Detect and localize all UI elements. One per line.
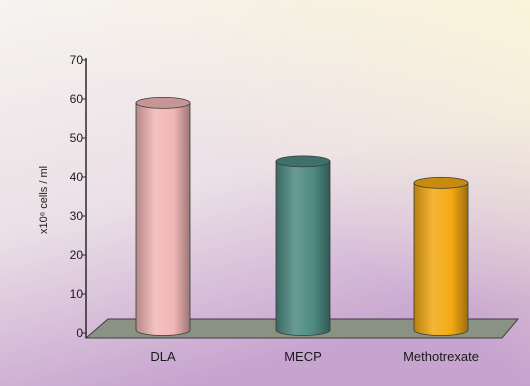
bar-top-cap: [135, 97, 191, 109]
bar-top-cap: [275, 155, 331, 168]
y-tick-label: 50: [70, 131, 84, 145]
y-tick-label: 30: [70, 209, 84, 223]
y-tick-label: 40: [70, 170, 84, 184]
y-tick-label: 70: [70, 53, 84, 67]
category-label: DLA: [150, 349, 176, 364]
category-labels: DLA MECP Methotrexate: [150, 349, 479, 364]
y-tick-label: 20: [70, 248, 84, 262]
y-axis: 0 10 20 30 40 50 60 70: [70, 53, 87, 340]
y-axis-title: x10⁶ cells / ml: [38, 166, 50, 234]
y-tick-label: 0: [76, 326, 83, 340]
bar-dla: [135, 97, 191, 336]
bars: [135, 97, 469, 336]
bar-methotrexate: [413, 176, 469, 336]
bar-body: [275, 161, 331, 336]
y-tick-label: 60: [70, 92, 84, 106]
y-tick-label: 10: [70, 287, 84, 301]
category-label: MECP: [284, 349, 322, 364]
bar-body: [413, 182, 469, 336]
bar-top-cap: [413, 176, 469, 189]
bar-mecp: [275, 155, 331, 336]
category-label: Methotrexate: [403, 349, 479, 364]
bar-body: [135, 102, 191, 336]
